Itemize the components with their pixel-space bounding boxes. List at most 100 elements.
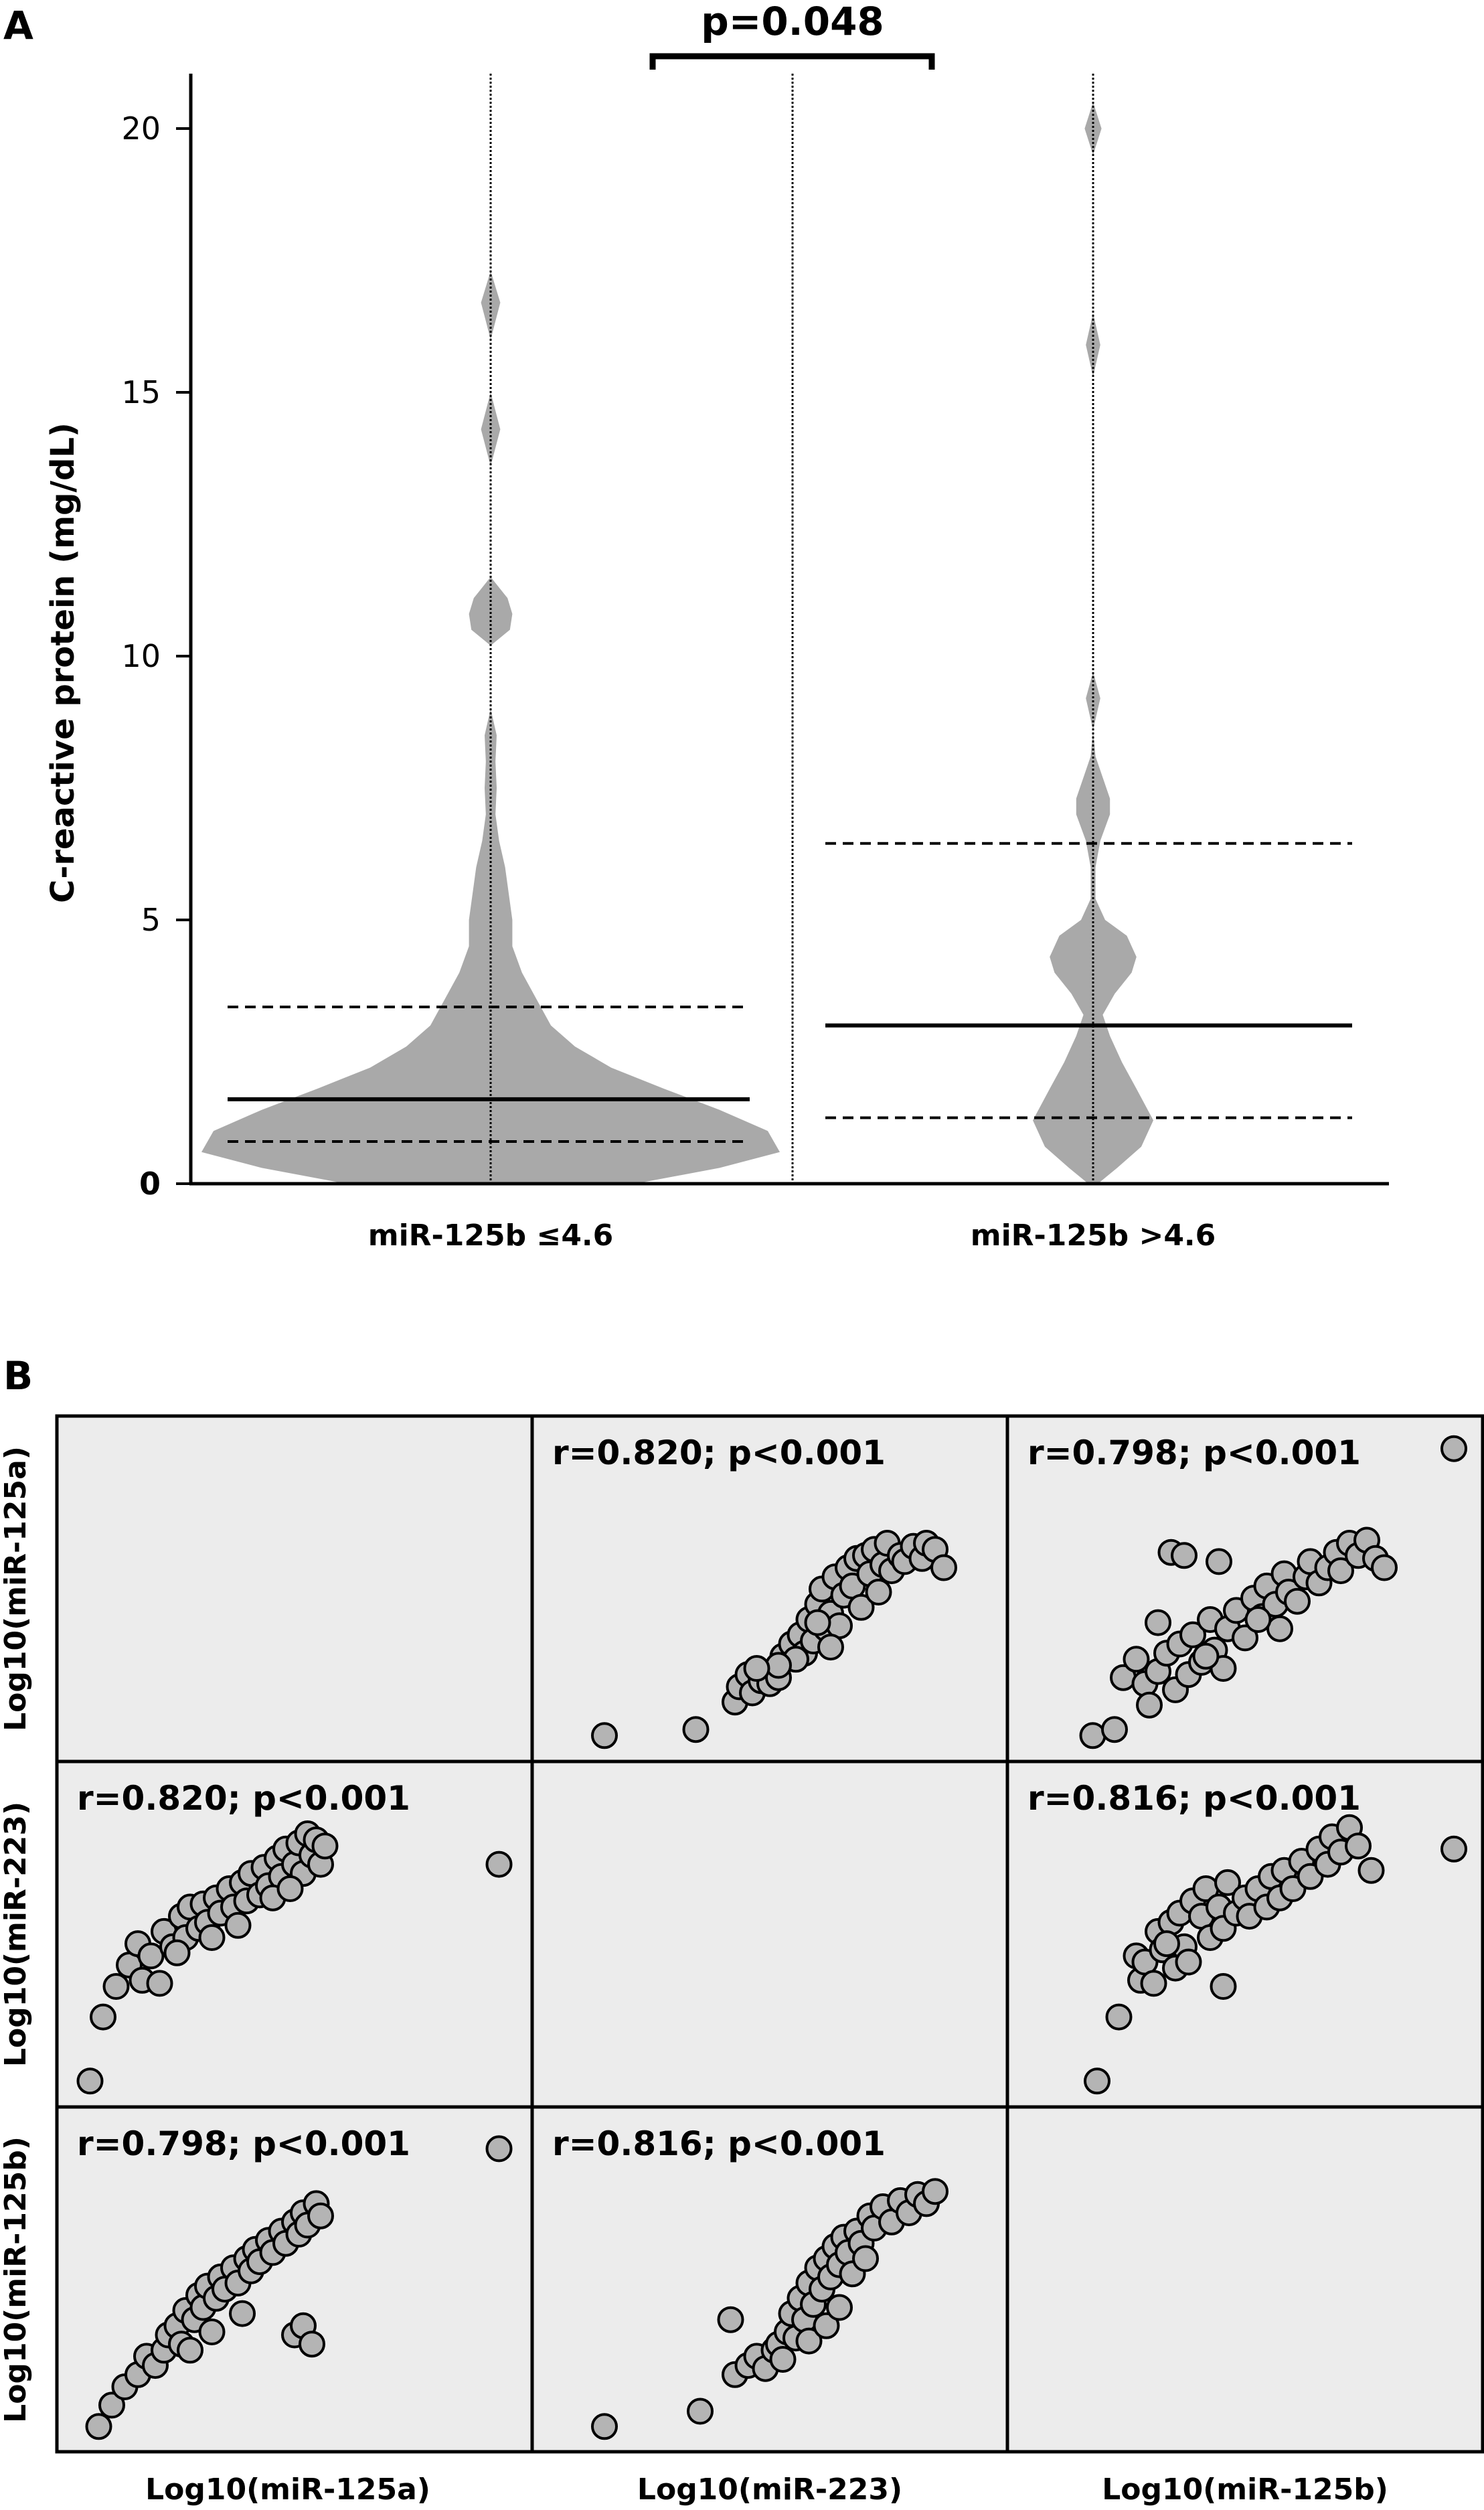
row-label-mir223: Log10(miR-223) [0, 1802, 33, 2067]
scatter-point [682, 1716, 710, 1743]
violin-layer [201, 102, 1153, 1184]
violin-low [201, 270, 780, 1184]
scatter-point [1210, 1973, 1237, 2000]
scatter-point [769, 2346, 797, 2373]
scatter-cell: r=0.816; p<0.001 [1027, 1779, 1467, 2095]
group-label-low: miR-125b ≤4.6 [368, 1219, 614, 1253]
scatter-point [1214, 1869, 1241, 1896]
correlation-annotation: r=0.816; p<0.001 [552, 2124, 886, 2163]
scatter-point [198, 1924, 226, 1951]
scatter-matrix: r=0.820; p<0.001 r=0.798; p<0.001 r=0.820;… [0, 1414, 1484, 2507]
col-label-mir125a: Log10(miR-125a) [145, 2473, 430, 2507]
scatter-point [90, 2003, 116, 2031]
scatter-point [930, 1554, 957, 1581]
scatter-point [76, 2067, 104, 2095]
y-tick-label: 10 [121, 638, 161, 674]
stat-lines-layer [228, 74, 1352, 1184]
scatter-point [1105, 2003, 1133, 2031]
scatter-point [1371, 1554, 1398, 1581]
panel-b-label: B [3, 1353, 33, 1399]
correlation-annotation: r=0.820; p<0.001 [77, 1779, 410, 1818]
scatter-cell: r=0.816; p<0.001 [552, 2124, 949, 2440]
scatter-cells: r=0.820; p<0.001 r=0.798; p<0.001 r=0.820;… [76, 1433, 1467, 2440]
scatter-cell: r=0.798; p<0.001 [77, 2124, 513, 2440]
scatter-point [98, 2391, 125, 2419]
matrix-background [57, 1416, 1483, 2452]
scatter-point [865, 1579, 892, 1605]
scatter-cell: r=0.820; p<0.001 [76, 1779, 513, 2095]
correlation-annotation: r=0.798; p<0.001 [1027, 1433, 1361, 1472]
scatter-point [717, 2306, 744, 2333]
scatter-point [85, 2413, 112, 2440]
correlation-annotation: r=0.816; p<0.001 [1027, 1779, 1361, 1818]
scatter-point [1327, 1557, 1354, 1585]
scatter-point [765, 1652, 792, 1679]
scatter-point [795, 2327, 823, 2355]
scatter-point [1136, 1691, 1163, 1719]
correlation-annotation: r=0.820; p<0.001 [552, 1433, 886, 1472]
scatter-point [1232, 1624, 1258, 1652]
scatter-point [1179, 1621, 1206, 1648]
scatter-point [177, 2337, 203, 2364]
scatter-point [1171, 1542, 1198, 1569]
scatter-point [687, 2398, 714, 2425]
scatter-point [1123, 1646, 1150, 1673]
row-label-mir125b: Log10(miR-125b) [0, 2136, 33, 2423]
significance-bracket [649, 53, 935, 70]
y-tick-label: 5 [141, 902, 161, 938]
scatter-point [1175, 1948, 1202, 1976]
scatter-point [1284, 1587, 1311, 1615]
y-tick-label: 0 [139, 1166, 161, 1202]
col-label-mir125b: Log10(miR-125b) [1102, 2473, 1388, 2507]
scatter-point [198, 2319, 226, 2345]
scatter-point [1084, 2067, 1110, 2095]
scatter-point [847, 1593, 875, 1621]
scatter-point [817, 1634, 844, 1661]
scatter-point [1440, 1835, 1467, 1863]
scatter-point [1101, 1716, 1128, 1743]
scatter-point [224, 1911, 252, 1939]
correlation-annotation: r=0.798; p<0.001 [77, 2124, 410, 2163]
violin-panel: 0 5 10 15 20 C-reactive protein (mg/dL) miR-… [44, 0, 1389, 1253]
matrix-border [55, 1414, 1484, 2454]
scatter-point [804, 1609, 831, 1636]
scatter-point [826, 2294, 853, 2321]
scatter-point [1192, 1642, 1220, 1670]
y-ticks: 0 5 10 15 20 [121, 110, 191, 1202]
scatter-point [591, 1722, 618, 1749]
scatter-point [922, 2178, 949, 2205]
p-value-annotation: p=0.048 [701, 0, 884, 44]
scatter-point [485, 1851, 513, 1878]
scatter-point [1206, 1548, 1232, 1575]
scatter-point [1145, 1609, 1171, 1636]
col-label-mir223: Log10(miR-223) [637, 2473, 902, 2507]
scatter-point [1345, 1832, 1372, 1860]
scatter-point [307, 2202, 334, 2229]
row-label-mir125a: Log10(miR-125a) [0, 1446, 33, 1731]
scatter-point [485, 2135, 513, 2163]
scatter-point [1153, 1930, 1180, 1958]
scatter-point [276, 1875, 304, 1902]
scatter-point [163, 1939, 191, 1966]
scatter-point [591, 2413, 618, 2440]
scatter-point [1140, 1970, 1167, 1997]
y-tick-label: 15 [121, 374, 161, 410]
scatter-point [102, 1973, 130, 2000]
scatter-point [743, 1655, 770, 1682]
scatter-point [1357, 1857, 1385, 1884]
scatter-point [1244, 1606, 1272, 1633]
scatter-cell: r=0.798; p<0.001 [1027, 1433, 1467, 1749]
scatter-point [1079, 1722, 1106, 1749]
scatter-cell: r=0.820; p<0.001 [552, 1433, 957, 1749]
scatter-point [311, 1832, 339, 1860]
y-axis-label: C-reactive protein (mg/dL) [44, 422, 82, 903]
panel-a-label: A [3, 3, 33, 48]
scatter-point [852, 2245, 879, 2272]
y-tick-label: 20 [121, 110, 161, 147]
scatter-point [146, 1970, 173, 1997]
scatter-point [299, 2331, 325, 2358]
scatter-point [229, 2300, 256, 2327]
group-label-high: miR-125b >4.6 [971, 1219, 1216, 1253]
scatter-point [1440, 1435, 1467, 1462]
